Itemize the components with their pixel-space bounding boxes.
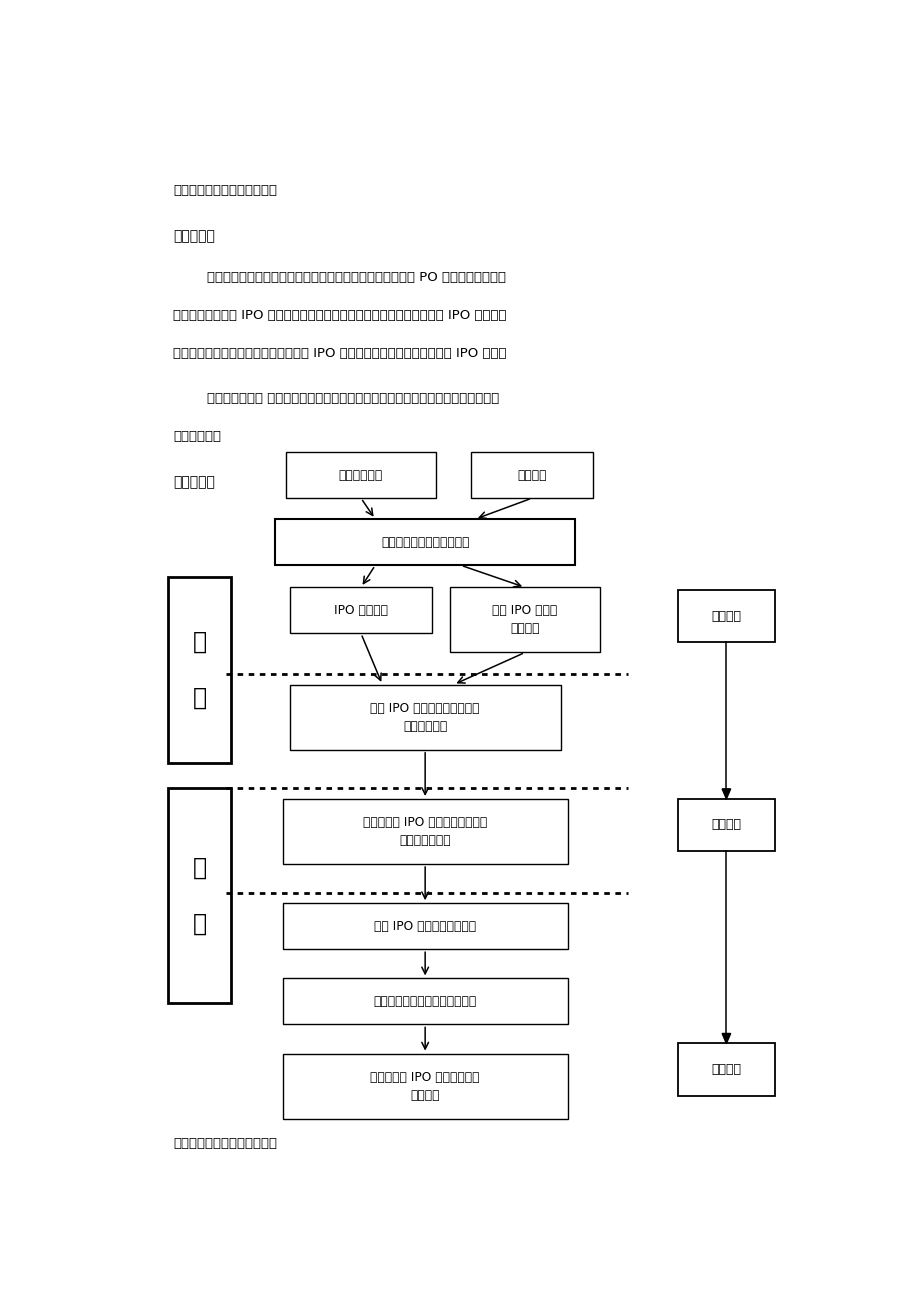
FancyBboxPatch shape xyxy=(282,978,567,1025)
FancyBboxPatch shape xyxy=(289,685,560,750)
Text: 我国首次公开发行定价研究: 我国首次公开发行定价研究 xyxy=(380,535,469,548)
Text: 提出问题: 提出问题 xyxy=(710,609,741,622)
Text: 以及破发问题的基础上，解析影响我国 IPO 定价的各因素，探寻适合我国的 IPO 机制。: 以及破发问题的基础上，解析影响我国 IPO 定价的各因素，探寻适合我国的 IPO… xyxy=(174,348,506,361)
FancyBboxPatch shape xyxy=(286,452,436,499)
FancyBboxPatch shape xyxy=(449,587,599,652)
FancyBboxPatch shape xyxy=(282,1053,567,1118)
Text: 现阶段我国 IPO 抑价问题以及破发
问题的实证分析: 现阶段我国 IPO 抑价问题以及破发 问题的实证分析 xyxy=(363,816,487,846)
FancyBboxPatch shape xyxy=(289,587,432,634)
FancyBboxPatch shape xyxy=(677,799,774,852)
Text: 主要的研究方法 文献研究法、研究法、定性分析法、经验总结法、描述性研究法、: 主要的研究方法 文献研究法、研究法、定性分析法、经验总结法、描述性研究法、 xyxy=(174,392,499,405)
FancyBboxPatch shape xyxy=(282,799,567,865)
FancyBboxPatch shape xyxy=(677,590,774,642)
Text: 现实背景分析: 现实背景分析 xyxy=(338,469,382,482)
FancyBboxPatch shape xyxy=(471,452,592,499)
Text: 针对上述影响因素的政策性建议: 针对上述影响因素的政策性建议 xyxy=(373,995,476,1008)
Text: 三、研究的方法与技术路线：: 三、研究的方法与技术路线： xyxy=(174,185,278,198)
Text: 技术路线：: 技术路线： xyxy=(174,475,215,488)
Text: 针对我国的 IPO 机制改革的政
策性建议: 针对我国的 IPO 机制改革的政 策性建议 xyxy=(370,1070,480,1101)
Polygon shape xyxy=(721,1034,730,1043)
Text: IPO 概念梳理: IPO 概念梳理 xyxy=(334,604,388,617)
Text: 解决问题: 解决问题 xyxy=(710,1062,741,1075)
FancyBboxPatch shape xyxy=(275,519,574,565)
Text: 分析，在分析我国 IPO 机制的演变史及各阶段面临的瓶颈以及现阶段我国 IPO 抑价问题: 分析，在分析我国 IPO 机制的演变史及各阶段面临的瓶颈以及现阶段我国 IPO … xyxy=(174,310,506,322)
Text: 我国 IPO 机制的演变史及各阶
段面临的瓶颈: 我国 IPO 机制的演变史及各阶 段面临的瓶颈 xyxy=(370,702,480,733)
FancyBboxPatch shape xyxy=(168,788,231,1004)
FancyBboxPatch shape xyxy=(168,577,231,763)
Text: 案例研究法。: 案例研究法。 xyxy=(174,430,221,443)
Text: 分析问题: 分析问题 xyxy=(710,819,741,832)
FancyBboxPatch shape xyxy=(282,904,567,949)
Text: 文献述评: 文献述评 xyxy=(516,469,546,482)
Text: 理

论: 理 论 xyxy=(193,630,207,710)
Text: 研究方法：: 研究方法： xyxy=(174,229,215,243)
Text: 我国 IPO 定价影响因素分析: 我国 IPO 定价影响因素分析 xyxy=(374,919,476,932)
FancyBboxPatch shape xyxy=(677,1043,774,1095)
Text: 本课题将主要采取理论分析与实证分析相结合的方法：从对 PO 的概念梳理及方式: 本课题将主要采取理论分析与实证分析相结合的方法：从对 PO 的概念梳理及方式 xyxy=(174,271,506,284)
Text: 四、研究的总体安排与进度：: 四、研究的总体安排与进度： xyxy=(174,1137,278,1150)
Text: 实

证: 实 证 xyxy=(193,855,207,935)
Polygon shape xyxy=(721,789,730,799)
Text: 常见 IPO 方式比
较与分析: 常见 IPO 方式比 较与分析 xyxy=(492,604,557,635)
